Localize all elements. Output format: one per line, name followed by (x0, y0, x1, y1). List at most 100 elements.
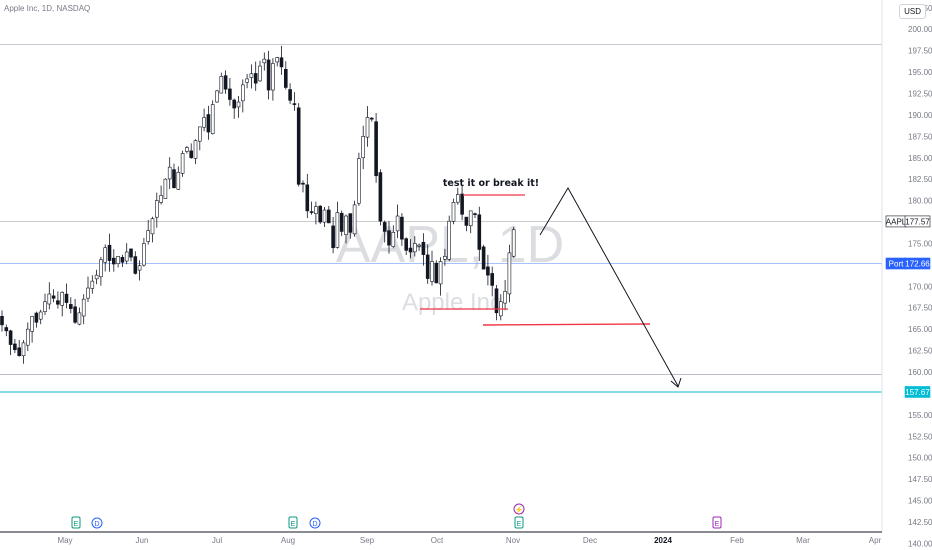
candle-body (468, 210, 473, 227)
candle-body (296, 107, 301, 185)
price-tick-label: 142.50 (908, 518, 932, 527)
candle-body (464, 216, 469, 226)
candle-body (344, 215, 348, 235)
event-marker[interactable]: E (712, 516, 722, 529)
split-marker[interactable]: ⚡ (513, 503, 525, 515)
event-marker[interactable]: E (288, 516, 298, 529)
price-axis-background (882, 0, 932, 550)
arrow-head (670, 377, 682, 388)
candle-body (69, 304, 73, 309)
candle-body (443, 256, 447, 260)
projection-path[interactable] (539, 186, 679, 387)
candle-body (473, 213, 477, 215)
target-support-line[interactable] (482, 323, 651, 326)
candle-body (150, 218, 155, 235)
event-markers[interactable]: E D E D E E ⚡ (71, 503, 722, 529)
event-label: E (517, 521, 522, 528)
candle-body (215, 90, 219, 103)
level-price-badge (904, 215, 931, 228)
candle-body (180, 153, 185, 174)
candle-body (176, 172, 181, 190)
candle-body (408, 247, 413, 253)
candle-body (279, 57, 284, 68)
candle-body (43, 301, 47, 312)
price-tick-label: 182.50 (908, 175, 932, 184)
candle-body (430, 261, 434, 282)
candle-body (361, 136, 366, 159)
candle-body (271, 63, 275, 91)
candle-body (357, 158, 361, 204)
candle-body (486, 266, 490, 276)
candle-body (223, 75, 228, 90)
price-tick-label: 147.50 (908, 475, 932, 484)
price-tick-label: 140.00 (908, 539, 932, 548)
candle-body (124, 251, 129, 262)
candle-body (60, 291, 65, 306)
candle-body (4, 327, 9, 332)
candle-body (103, 247, 107, 263)
currency-button[interactable]: USD (899, 4, 926, 19)
candle-body (318, 205, 323, 223)
price-axis[interactable]: 140.00 142.50 145.00 147.50 150.00 152.50 155.… (881, 0, 932, 550)
candle-body (305, 184, 310, 212)
candle-body (25, 328, 30, 346)
candle-body (77, 312, 82, 325)
event-label: D (94, 521, 99, 528)
candle-body (292, 103, 297, 105)
candle-body (155, 200, 159, 218)
candle-body (64, 293, 69, 303)
candle-body (352, 204, 357, 235)
candle-body (51, 295, 56, 299)
price-tick-label: 185.00 (908, 154, 932, 163)
candle-body (404, 238, 409, 251)
candle-body (81, 298, 86, 317)
event-label: E (74, 521, 79, 528)
candle-body (198, 126, 202, 142)
candle-body (167, 166, 172, 180)
level-name-label: Port (889, 260, 904, 269)
candle-body (438, 261, 443, 285)
candle-body (447, 220, 452, 260)
candle-body (314, 206, 318, 214)
event-marker[interactable]: D (91, 517, 103, 529)
candle-body (374, 121, 378, 177)
candle-body (133, 256, 138, 274)
price-tick-label: 190.00 (908, 111, 932, 120)
time-tick-label: Jul (212, 536, 222, 545)
candle-body (142, 243, 146, 266)
candle-body (275, 57, 280, 63)
candle-body (417, 244, 421, 247)
candle-body (335, 212, 340, 248)
candle-body (503, 291, 507, 304)
event-marker[interactable]: E (71, 516, 81, 529)
candle-body (8, 330, 13, 345)
candle-body (219, 76, 224, 94)
candle-body (189, 150, 193, 159)
candle-body (245, 78, 249, 83)
event-label: D (312, 521, 317, 528)
candle-body (241, 84, 245, 102)
candle-body (412, 243, 417, 253)
time-tick-label: Dec (583, 536, 597, 545)
level-name-label: AAPL (886, 217, 907, 226)
event-marker[interactable]: D (309, 517, 321, 529)
dividend-icon (309, 517, 321, 529)
candle-body (56, 300, 60, 305)
candle-body (210, 104, 215, 134)
time-axis[interactable]: May Jun Jul Aug Sep Oct Nov Dec 2024 Feb Mar Apr (0, 531, 882, 545)
level-price-label: 157.67 (905, 388, 930, 397)
candle-body (30, 315, 34, 332)
price-tick-label: 192.50 (908, 89, 932, 98)
candle-body (236, 101, 241, 108)
candles (0, 45, 516, 364)
candle-body (13, 343, 17, 351)
event-marker[interactable]: E (514, 516, 524, 529)
event-label: E (715, 521, 720, 528)
candle-body (86, 287, 90, 299)
time-tick-label: Sep (360, 536, 375, 545)
candle-body (283, 68, 288, 88)
annotation-text[interactable]: test it or break it! (443, 178, 539, 189)
candle-body (228, 88, 232, 100)
drawings[interactable] (420, 186, 682, 388)
